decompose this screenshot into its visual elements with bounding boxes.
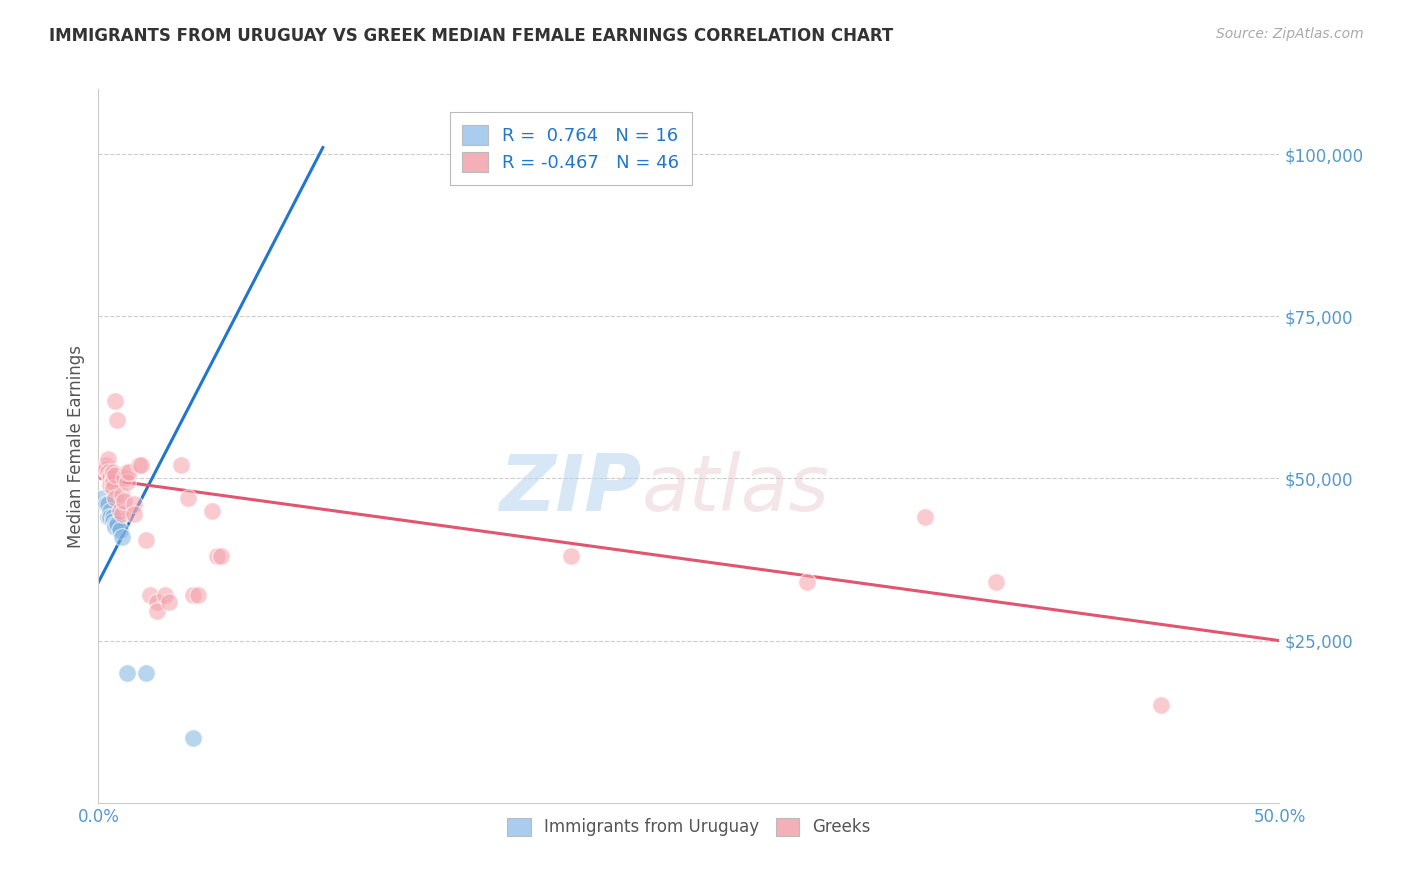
- Point: [135, 533, 157, 547]
- Point: [112, 494, 135, 508]
- Point: [105, 413, 128, 427]
- Point: [97, 497, 120, 511]
- Point: [209, 549, 232, 564]
- Point: [104, 516, 127, 531]
- Point: [146, 595, 169, 609]
- Point: [101, 465, 124, 479]
- Point: [177, 491, 200, 505]
- Legend: Immigrants from Uruguay, Greeks: Immigrants from Uruguay, Greeks: [495, 806, 883, 848]
- Point: [201, 504, 224, 518]
- Point: [91, 491, 114, 505]
- Point: [205, 549, 228, 564]
- Point: [187, 588, 209, 602]
- Point: [101, 475, 124, 489]
- Point: [181, 588, 204, 602]
- Point: [98, 471, 121, 485]
- Point: [111, 507, 134, 521]
- Point: [115, 465, 138, 479]
- Point: [153, 588, 176, 602]
- Point: [98, 510, 121, 524]
- Point: [115, 666, 138, 681]
- Point: [1150, 698, 1173, 713]
- Point: [98, 468, 121, 483]
- Point: [94, 458, 117, 473]
- Point: [129, 458, 152, 473]
- Point: [560, 549, 582, 564]
- Point: [122, 497, 145, 511]
- Point: [118, 465, 141, 479]
- Point: [135, 666, 157, 681]
- Point: [139, 588, 162, 602]
- Point: [98, 504, 121, 518]
- Point: [97, 510, 120, 524]
- Point: [111, 530, 134, 544]
- Point: [914, 510, 936, 524]
- Point: [97, 452, 120, 467]
- Point: [94, 497, 117, 511]
- Point: [94, 461, 117, 475]
- Text: Source: ZipAtlas.com: Source: ZipAtlas.com: [1216, 27, 1364, 41]
- Point: [104, 393, 127, 408]
- Point: [108, 504, 131, 518]
- Point: [984, 575, 1007, 590]
- Point: [181, 731, 204, 745]
- Point: [97, 465, 120, 479]
- Point: [111, 488, 134, 502]
- Point: [104, 520, 127, 534]
- Point: [115, 475, 138, 489]
- Point: [101, 481, 124, 495]
- Text: ZIP: ZIP: [499, 450, 641, 527]
- Point: [104, 468, 127, 483]
- Point: [98, 478, 121, 492]
- Point: [170, 458, 193, 473]
- Point: [157, 595, 180, 609]
- Point: [101, 510, 124, 524]
- Point: [101, 471, 124, 485]
- Point: [91, 465, 114, 479]
- Point: [104, 491, 127, 505]
- Point: [146, 604, 169, 618]
- Text: atlas: atlas: [641, 450, 830, 527]
- Text: IMMIGRANTS FROM URUGUAY VS GREEK MEDIAN FEMALE EARNINGS CORRELATION CHART: IMMIGRANTS FROM URUGUAY VS GREEK MEDIAN …: [49, 27, 893, 45]
- Point: [108, 524, 131, 538]
- Point: [112, 471, 135, 485]
- Point: [122, 507, 145, 521]
- Point: [796, 575, 818, 590]
- Point: [105, 516, 128, 531]
- Point: [101, 514, 124, 528]
- Y-axis label: Median Female Earnings: Median Female Earnings: [66, 344, 84, 548]
- Point: [128, 458, 150, 473]
